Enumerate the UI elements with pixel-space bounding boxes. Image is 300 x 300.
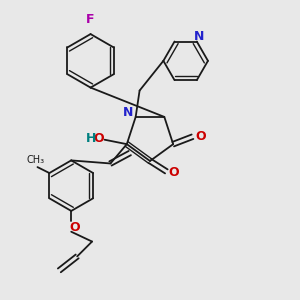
Text: F: F: [86, 13, 95, 26]
Text: H: H: [86, 132, 96, 145]
Text: O: O: [169, 167, 179, 179]
Text: O: O: [69, 221, 80, 234]
Text: O: O: [196, 130, 206, 143]
Text: N: N: [123, 106, 134, 119]
Text: CH₃: CH₃: [26, 155, 44, 165]
Text: O: O: [94, 132, 104, 145]
Text: N: N: [194, 30, 204, 43]
